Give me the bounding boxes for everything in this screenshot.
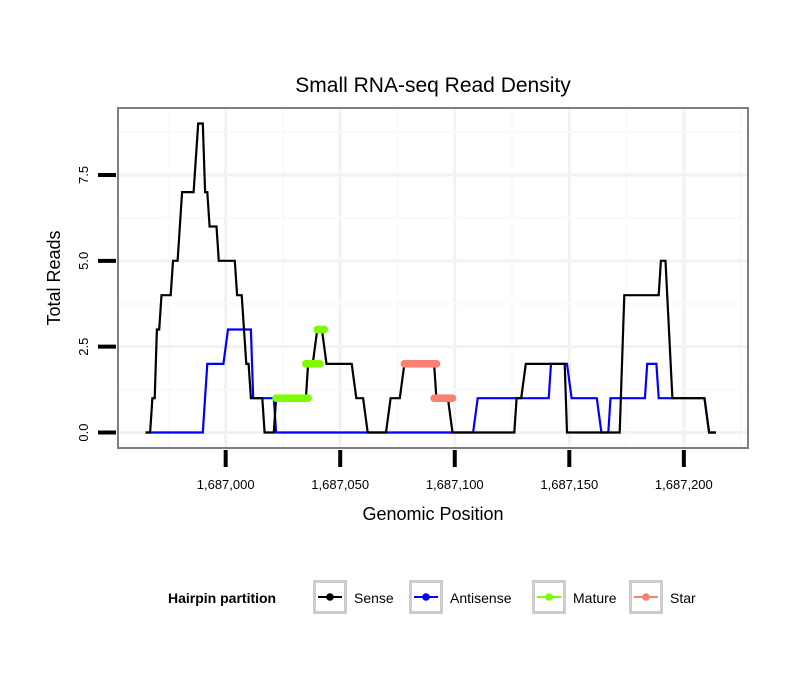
x-tick-label: 1,687,150	[540, 477, 598, 492]
y-tick-label: 5.0	[76, 252, 91, 270]
legend-item-mature: Mature	[532, 580, 617, 614]
series-mature	[272, 325, 328, 403]
x-axis: 1,687,000 1,687,050 1,687,100 1,687,150 1,68…	[197, 450, 713, 492]
legend-item-antisense: Antisense	[409, 580, 512, 614]
series-layer	[145, 122, 716, 434]
x-tick-label: 1,687,200	[655, 477, 713, 492]
chart-title: Small RNA-seq Read Density	[295, 74, 571, 97]
x-tick-label: 1,687,000	[197, 477, 255, 492]
grid-lines	[118, 108, 748, 448]
panel-background	[118, 108, 748, 448]
legend-label: Antisense	[450, 590, 512, 606]
data-point-mature	[304, 394, 312, 403]
data-point-star	[448, 394, 457, 403]
data-point-mature	[315, 360, 324, 368]
legend-item-star: Star	[629, 580, 696, 614]
legend-key-point	[642, 593, 650, 601]
legend-label: Sense	[354, 590, 394, 606]
plot-panel	[117, 107, 749, 449]
legend-key-point	[326, 593, 334, 601]
x-tick-label: 1,687,050	[311, 477, 369, 492]
y-tick-label: 2.5	[76, 338, 91, 356]
data-point-star	[432, 360, 441, 368]
series-star	[400, 360, 457, 403]
legend-key-point	[545, 593, 553, 601]
legend: Hairpin partition Sense Antisense Mature St…	[168, 580, 696, 614]
legend-key-point	[422, 593, 430, 601]
y-tick-label: 7.5	[76, 166, 91, 184]
legend-item-sense: Sense	[313, 580, 394, 614]
x-tick-label: 1,687,100	[426, 477, 484, 492]
y-axis: 0.0 2.5 5.0 7.5	[76, 166, 116, 442]
legend-title: Hairpin partition	[168, 590, 276, 606]
x-axis-title: Genomic Position	[362, 504, 503, 524]
data-point-mature	[320, 325, 328, 334]
legend-label: Mature	[573, 590, 617, 606]
y-tick-label: 0.0	[76, 424, 91, 442]
y-axis-title: Total Reads	[44, 230, 64, 325]
panel-border	[117, 107, 749, 449]
legend-label: Star	[670, 590, 696, 606]
